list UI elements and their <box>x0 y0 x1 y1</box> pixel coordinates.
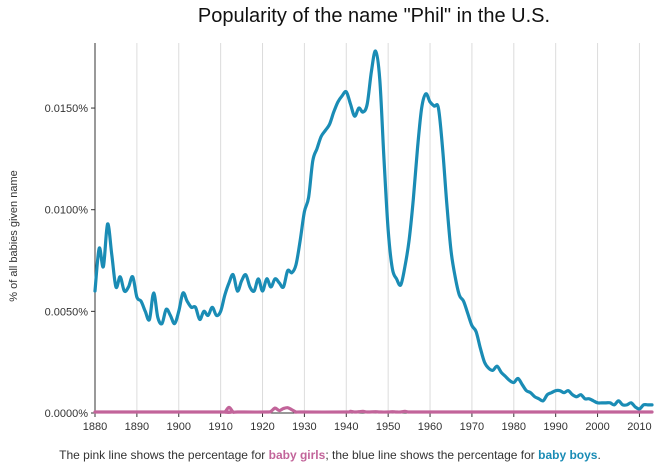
x-tick-label: 1960 <box>418 421 442 433</box>
gridlines <box>136 43 640 413</box>
x-tick-label: 1890 <box>125 421 149 433</box>
x-tick-labels: 1880 1890 1900 1910 1920 1930 1940 1950 1960 1970… <box>83 421 652 433</box>
y-tick-label: 0.0150% <box>45 103 89 115</box>
x-tick-label: 2000 <box>585 421 609 433</box>
chart-caption: The pink line shows the percentage for b… <box>0 448 660 462</box>
axes <box>91 43 652 417</box>
x-tick-label: 1970 <box>460 421 484 433</box>
x-tick-label: 1900 <box>167 421 191 433</box>
y-tick-labels: 0.0000% 0.0050% 0.0100% 0.0150% <box>45 103 89 420</box>
x-tick-label: 1920 <box>250 421 274 433</box>
caption-boys-label: baby boys <box>538 448 598 462</box>
caption-prefix: The pink line shows the percentage for <box>59 448 269 462</box>
x-tick-label: 1950 <box>376 421 400 433</box>
y-tick-label: 0.0100% <box>45 205 89 217</box>
caption-girls-label: baby girls <box>268 448 326 462</box>
x-tick-label: 2010 <box>627 421 651 433</box>
caption-suffix: . <box>597 448 601 462</box>
x-tick-label: 1980 <box>502 421 526 433</box>
series-line-baby-boys <box>93 49 654 411</box>
x-tick-label: 1990 <box>543 421 567 433</box>
y-tick-label: 0.0000% <box>45 408 89 420</box>
caption-middle: ; the blue line shows the percentage for <box>325 448 539 462</box>
x-tick-label: 1880 <box>83 421 107 433</box>
x-tick-label: 1930 <box>292 421 316 433</box>
x-tick-label: 1940 <box>334 421 358 433</box>
y-tick-label: 0.0050% <box>45 306 89 318</box>
series-line-baby-girls <box>93 405 654 414</box>
y-axis-title: % of all babies given name <box>8 170 20 301</box>
series-lines <box>93 49 654 414</box>
x-tick-label: 1910 <box>208 421 232 433</box>
